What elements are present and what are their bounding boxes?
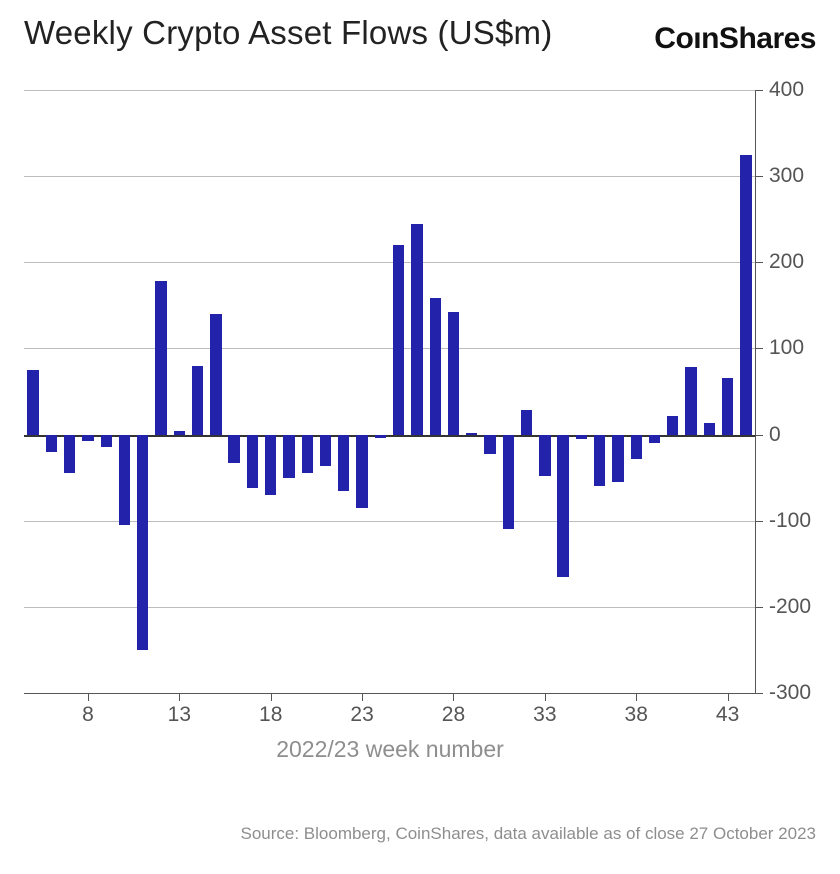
bar xyxy=(539,435,550,476)
x-axis-label: 2022/23 week number xyxy=(276,694,504,763)
x-tick-label: 33 xyxy=(533,693,556,727)
bar xyxy=(265,435,276,495)
header: Weekly Crypto Asset Flows (US$m) CoınSha… xyxy=(24,14,816,74)
bar xyxy=(228,435,239,463)
bar xyxy=(302,435,313,474)
page: Weekly Crypto Asset Flows (US$m) CoınSha… xyxy=(0,0,840,874)
bar xyxy=(704,423,715,435)
bar xyxy=(722,378,733,435)
bar xyxy=(484,435,495,454)
bar xyxy=(119,435,130,525)
x-tick-label: 38 xyxy=(625,693,648,727)
bar xyxy=(667,416,678,435)
bar xyxy=(375,435,386,438)
y-tick-label: -200 xyxy=(755,595,811,619)
gridline xyxy=(24,262,755,263)
bar xyxy=(338,435,349,491)
gridline xyxy=(24,521,755,522)
bar xyxy=(557,435,568,577)
bar xyxy=(576,435,587,439)
x-tick-label: 13 xyxy=(168,693,191,727)
bar xyxy=(503,435,514,530)
gridline xyxy=(24,176,755,177)
plot-area: -300-200-1000100200300400813182328333843 xyxy=(24,90,756,694)
bar xyxy=(247,435,258,488)
y-tick-label: -100 xyxy=(755,509,811,533)
gridline xyxy=(24,90,755,91)
y-tick-label: 200 xyxy=(755,250,804,274)
y-tick-label: -300 xyxy=(755,681,811,705)
bar xyxy=(612,435,623,482)
y-tick-label: 0 xyxy=(755,423,781,447)
x-tick-label: 43 xyxy=(716,693,739,727)
bar xyxy=(320,435,331,466)
gridline xyxy=(24,607,755,608)
chart: -300-200-1000100200300400813182328333843… xyxy=(24,90,756,694)
bar xyxy=(82,435,93,442)
source-caption: Source: Bloomberg, CoinShares, data avai… xyxy=(240,824,816,844)
bar xyxy=(46,435,57,452)
bar xyxy=(64,435,75,474)
chart-container: -300-200-1000100200300400813182328333843… xyxy=(24,80,816,774)
x-tick-label: 8 xyxy=(82,693,94,727)
bar xyxy=(283,435,294,478)
bar xyxy=(448,312,459,434)
bar xyxy=(393,245,404,435)
y-tick-label: 100 xyxy=(755,336,804,360)
bar xyxy=(137,435,148,650)
bar xyxy=(101,435,112,448)
bar xyxy=(155,281,166,434)
zero-line xyxy=(24,435,755,437)
bar xyxy=(210,314,221,435)
bar xyxy=(466,433,477,435)
bar xyxy=(192,366,203,435)
bar xyxy=(740,155,751,435)
bar xyxy=(411,224,422,435)
y-tick-label: 300 xyxy=(755,164,804,188)
y-tick-label: 400 xyxy=(755,78,804,102)
brand-logo: CoınShares xyxy=(654,22,816,56)
bar xyxy=(594,435,605,487)
bar xyxy=(631,435,642,459)
bar xyxy=(174,431,185,434)
bar xyxy=(685,367,696,434)
bar xyxy=(356,435,367,508)
bar xyxy=(430,298,441,434)
bar xyxy=(27,370,38,435)
bar xyxy=(649,435,660,444)
bar xyxy=(521,410,532,434)
gridline xyxy=(24,348,755,349)
